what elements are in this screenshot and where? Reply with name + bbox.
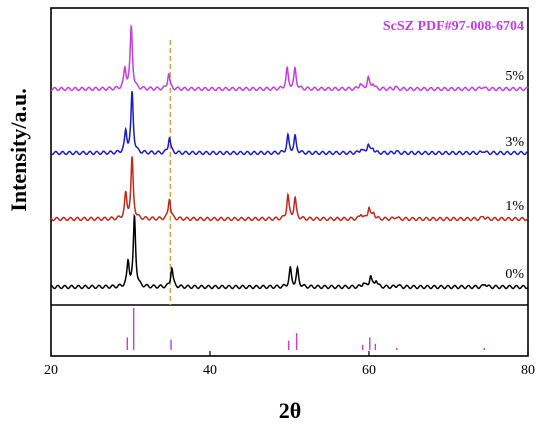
plot-area: 20 40 60 80 0% 1% 3% 5% (44, 7, 535, 378)
series-line-0pct (50, 213, 529, 290)
x-axis-label: 2θ (279, 398, 301, 423)
series-label-3pct: 3% (505, 135, 524, 150)
x-tick-label-2: 60 (362, 363, 376, 378)
x-tick-label-0: 20 (44, 363, 58, 378)
series-line-1pct (50, 156, 529, 222)
reference-title: ScSZ PDF#97-008-6704 (383, 19, 524, 34)
y-axis-label: Intensity/a.u. (6, 88, 31, 211)
x-tick-label-1: 40 (203, 363, 217, 378)
x-tick-label-3: 80 (521, 363, 535, 378)
series-label-1pct: 1% (505, 199, 524, 214)
series-label-5pct: 5% (505, 69, 524, 84)
series-line-3pct (50, 91, 529, 156)
series-line-5pct (50, 23, 529, 92)
plot-frame (50, 7, 529, 357)
series-label-0pct: 0% (505, 267, 524, 282)
